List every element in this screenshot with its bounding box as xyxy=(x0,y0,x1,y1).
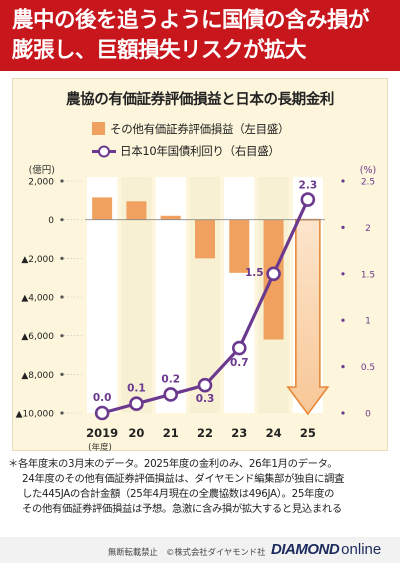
left-axis-unit: (億円) xyxy=(29,164,55,176)
chart-title: 農協の有価証券評価損益と日本の長期金利 xyxy=(66,92,334,108)
left-tick-label: ▲4,000 xyxy=(21,294,54,304)
x-axis-unit: (年度) xyxy=(88,442,112,451)
chart-canvas: (億円) (%) 2,000 0 ▲2,000 ▲4,000 ▲6,000 ▲8,000 ▲… xyxy=(16,164,377,451)
legend-line-label: 日本10年国債利回り（右目盛） xyxy=(120,144,280,158)
right-tick-label: 0.5 xyxy=(361,363,375,373)
column-bg xyxy=(189,177,221,413)
left-tick-label: ▲6,000 xyxy=(21,332,54,342)
right-tick-label: 1 xyxy=(365,317,371,327)
bar xyxy=(229,219,250,273)
right-axis-ticks: 2.5 2 1.5 1 0.5 0 xyxy=(341,178,375,420)
copyright-text: 無断転載禁止 ©株式会社ダイヤモンド社 xyxy=(108,547,266,557)
projection-arrow xyxy=(286,218,330,416)
left-tick-label: 2,000 xyxy=(28,178,54,188)
right-tick-dot xyxy=(341,179,345,183)
left-tick-label: 0 xyxy=(48,216,54,226)
right-tick-dot xyxy=(341,318,345,322)
left-tick-dot xyxy=(60,179,64,183)
footnotes: ＊各年度末の3月末のデータ。2025年度の金利のみ、26年1月のデータ。 24年… xyxy=(8,457,396,517)
right-tick-label: 2.5 xyxy=(361,178,375,188)
legend-item-bars: その他有価証券評価損益（左目盛） xyxy=(92,121,290,137)
bar xyxy=(160,215,181,220)
yield-label: 0.0 xyxy=(93,392,112,404)
headline-line-1: 農中の後を追うように国債の含み損が xyxy=(12,8,370,33)
brand-logo-bold: DIAMOND xyxy=(271,541,340,558)
projection-arrow-group xyxy=(286,218,330,416)
yield-point xyxy=(231,340,247,356)
brand-logo[interactable]: DIAMOND online xyxy=(271,541,381,558)
x-axis-labels: 2019 20 21 22 23 24 25 xyxy=(86,426,316,440)
yield-label: 1.5 xyxy=(245,267,264,279)
legend-line-swatch xyxy=(92,145,116,158)
x-tick-label: 23 xyxy=(231,426,247,440)
left-tick-label: ▲10,000 xyxy=(16,410,55,420)
column-bg xyxy=(224,177,255,413)
yield-label: 2.3 xyxy=(299,180,318,192)
right-axis-unit: (%) xyxy=(360,165,376,176)
left-tick-dot xyxy=(60,256,64,260)
footer-bar: 無断転載禁止 ©株式会社ダイヤモンド社 DIAMOND online xyxy=(0,537,400,563)
x-tick-label: 24 xyxy=(266,426,282,440)
yield-point xyxy=(266,266,281,282)
bar xyxy=(126,201,147,220)
yield-point xyxy=(197,377,213,393)
x-tick-label: 25 xyxy=(300,426,316,440)
footnote-line-1: ＊各年度末の3月末のデータ。2025年度の金利のみ、26年1月のデータ。 xyxy=(8,458,338,470)
left-tick-dot xyxy=(60,411,64,415)
yield-point xyxy=(94,405,110,421)
line-series: 0.0 0.1 0.2 0.3 0.7 1.5 2.3 xyxy=(93,180,318,421)
right-tick-dot xyxy=(341,272,345,276)
left-tick-dot xyxy=(60,295,64,299)
bar-series xyxy=(92,197,284,340)
x-tick-label: 20 xyxy=(128,426,144,440)
legend-item-line: 日本10年国債利回り（右目盛） xyxy=(92,143,280,159)
left-tick-dot xyxy=(60,218,64,222)
headline-banner: 農中の後を追うように国債の含み損が 膨張し、巨額損失リスクが拡大 xyxy=(0,0,400,71)
column-backgrounds xyxy=(87,177,323,413)
left-tick-label: ▲2,000 xyxy=(21,255,54,265)
left-tick-dot xyxy=(60,334,64,338)
x-tick-label: 21 xyxy=(163,426,179,440)
footnote-line-2: 24年度のその他有価証券評価損益は、ダイヤモンド編集部が独自に調査 xyxy=(22,473,345,485)
yield-label: 0.7 xyxy=(230,357,249,369)
yield-point xyxy=(129,396,144,412)
left-axis-ticks: 2,000 0 ▲2,000 ▲4,000 ▲6,000 ▲8,000 ▲10,000 xyxy=(16,178,82,420)
x-tick-label: 22 xyxy=(197,426,213,440)
bar xyxy=(92,197,113,220)
legend-bar-label: その他有価証券評価損益（左目盛） xyxy=(110,122,290,136)
right-tick-dot xyxy=(341,411,345,415)
headline-line-2: 膨張し、巨額損失リスクが拡大 xyxy=(12,38,307,63)
footnote-line-4: その他有価証券評価損益は予想。急激に含み損が拡大すると見込まれる xyxy=(22,503,342,515)
yield-point xyxy=(300,192,316,207)
bar xyxy=(195,219,215,259)
left-tick-label: ▲8,000 xyxy=(21,371,54,381)
legend-bar-swatch xyxy=(92,122,105,135)
right-tick-label: 0 xyxy=(365,410,371,420)
yield-label: 0.1 xyxy=(127,383,146,395)
left-tick-dot xyxy=(60,372,64,376)
yield-label: 0.3 xyxy=(196,393,215,405)
right-tick-dot xyxy=(341,365,345,369)
yield-label: 0.2 xyxy=(161,373,180,385)
right-tick-label: 1.5 xyxy=(361,270,375,280)
x-tick-label: 2019 xyxy=(86,426,118,440)
right-tick-dot xyxy=(341,225,345,229)
yield-point xyxy=(163,387,179,402)
footnote-line-3: した445JAの合計金額（25年4月現在の全農協数は496JA）。25年度の xyxy=(22,488,335,500)
brand-logo-light: online xyxy=(341,541,382,558)
right-tick-label: 2 xyxy=(365,224,371,234)
